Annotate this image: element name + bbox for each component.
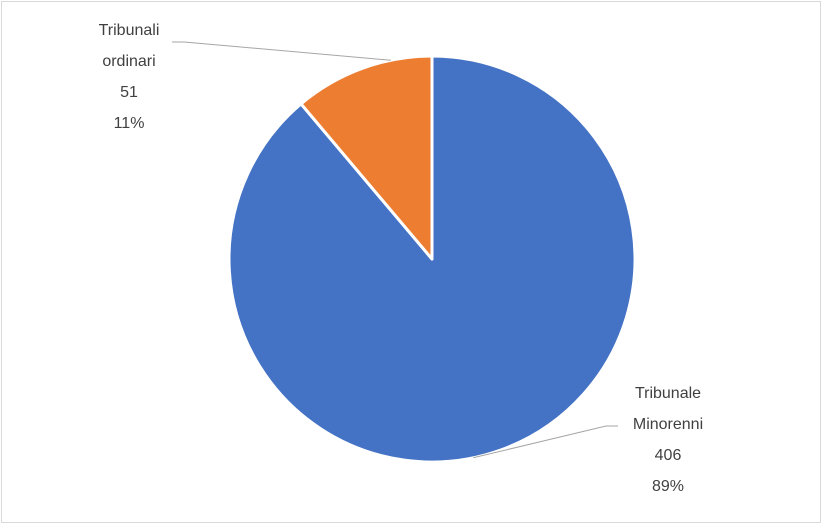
label-value: 406 (655, 447, 682, 464)
data-label-tribunale-minorenni: Tribunale Minorenni 406 89% (633, 385, 703, 495)
label-name-line-2: ordinari (102, 53, 155, 70)
leader-line-tribunale-minorenni (473, 425, 618, 459)
label-name-line-1: Tribunale (635, 385, 701, 402)
leader-lines (172, 41, 618, 459)
label-percent: 11% (114, 115, 145, 132)
label-name-line-2: Minorenni (633, 416, 703, 433)
pie-slices (227, 54, 637, 464)
label-value: 51 (120, 84, 138, 101)
pie-slice-tribunali-ordinari (299, 54, 434, 261)
data-label-tribunali-ordinari: Tribunali ordinari 51 11% (99, 22, 160, 132)
label-name-line-1: Tribunali (99, 22, 160, 39)
leader-line-tribunali-ordinari (172, 41, 391, 61)
label-percent: 89% (652, 478, 684, 495)
